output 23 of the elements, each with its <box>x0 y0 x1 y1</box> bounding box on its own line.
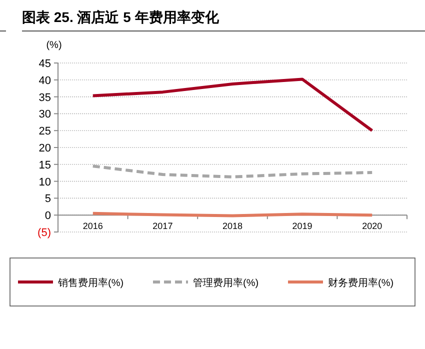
y-tick-label: 5 <box>44 193 51 206</box>
x-tick-label: 2016 <box>82 221 103 232</box>
y-tick-label: 25 <box>38 126 51 138</box>
line-series <box>91 78 374 132</box>
x-tick-label: 2018 <box>222 221 243 232</box>
legend-label: 管理费用率(%) <box>193 277 259 289</box>
x-tick-label: 2020 <box>362 221 382 232</box>
y-tick-label: 30 <box>38 108 51 121</box>
y-tick-label: 35 <box>38 92 51 104</box>
y-tick-label: (5) <box>38 227 51 239</box>
y-tick-label: 10 <box>38 176 51 188</box>
y-axis-title: (%) <box>46 40 62 51</box>
y-tick-label: 0 <box>44 210 51 222</box>
y-tick-label: 45 <box>38 58 51 70</box>
legend-label: 销售费用率(%) <box>57 277 124 289</box>
y-tick-label: 15 <box>38 159 51 172</box>
y-tick-label: 20 <box>38 142 51 154</box>
legend-label: 财务费用率(%) <box>328 277 394 289</box>
line-series <box>91 164 374 178</box>
x-tick-label: 2017 <box>152 221 173 232</box>
x-tick-label: 2019 <box>292 221 312 232</box>
chart-title: 图表 25. 酒店近 5 年费用率变化 <box>22 9 220 25</box>
y-tick-label: 40 <box>38 74 51 87</box>
